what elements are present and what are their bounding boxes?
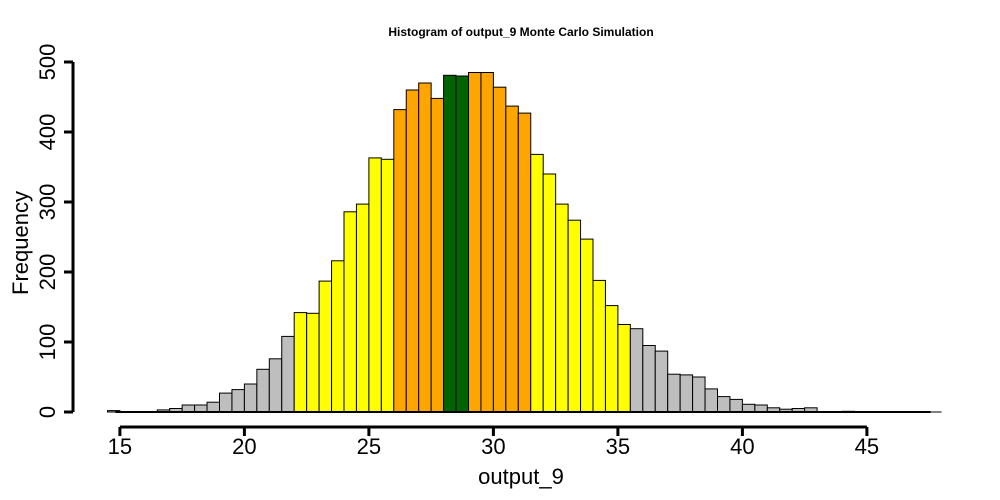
histogram-bar bbox=[729, 398, 743, 413]
y-tick-label: 200 bbox=[35, 254, 60, 291]
histogram-bar bbox=[268, 358, 283, 413]
x-tick-label: 30 bbox=[481, 434, 505, 459]
histogram-bar bbox=[617, 324, 631, 413]
x-axis: 15 20 25 30 35 40 45 bbox=[108, 411, 931, 459]
histogram-bar bbox=[692, 376, 706, 413]
histogram-bar bbox=[194, 404, 208, 413]
y-tick-label: 100 bbox=[35, 324, 60, 361]
histogram-bar bbox=[331, 260, 345, 413]
histogram-bar bbox=[455, 75, 469, 413]
histogram-bar bbox=[430, 97, 445, 413]
x-tick-label: 35 bbox=[606, 434, 630, 459]
histogram-bar bbox=[393, 109, 407, 413]
histogram-bar bbox=[717, 396, 731, 413]
histogram-bar bbox=[667, 373, 681, 413]
histogram-bar bbox=[206, 401, 221, 413]
histogram-bar bbox=[318, 280, 333, 413]
histogram-bar bbox=[530, 153, 544, 413]
x-tick-label: 25 bbox=[357, 434, 381, 459]
histogram-bar bbox=[592, 279, 606, 413]
histogram-bar bbox=[380, 158, 395, 413]
histogram-bar bbox=[306, 312, 320, 413]
histogram-bar bbox=[505, 105, 519, 413]
histogram-bar bbox=[256, 368, 270, 413]
histogram-bar bbox=[629, 328, 644, 413]
x-tick-label: 15 bbox=[108, 434, 132, 459]
y-axis-label: Frequency bbox=[8, 191, 33, 295]
histogram-bar bbox=[555, 203, 569, 413]
x-tick-label: 45 bbox=[855, 434, 879, 459]
x-tick-label: 40 bbox=[730, 434, 754, 459]
histogram-bar bbox=[679, 374, 694, 413]
histogram-bar bbox=[405, 89, 420, 413]
chart-title: Histogram of output_9 Monte Carlo Simula… bbox=[388, 25, 653, 39]
y-tick-label: 300 bbox=[35, 184, 60, 221]
histogram-bar bbox=[580, 238, 594, 413]
histogram-bar bbox=[542, 173, 557, 413]
histogram-bar bbox=[418, 82, 432, 413]
histogram-bar bbox=[492, 86, 507, 413]
histogram-bar bbox=[343, 211, 357, 413]
y-tick-label: 500 bbox=[35, 44, 60, 81]
histogram-bar bbox=[517, 112, 532, 413]
histogram-bar bbox=[355, 203, 370, 413]
y-tick-label: 0 bbox=[35, 406, 60, 418]
x-tick-label: 20 bbox=[232, 434, 256, 459]
histogram-bar bbox=[604, 305, 619, 413]
histogram-bar bbox=[704, 388, 718, 413]
y-axis: 0 100 200 300 400 500 bbox=[35, 44, 75, 418]
histogram-bar bbox=[231, 389, 245, 413]
histogram-bar bbox=[480, 72, 494, 413]
histogram-bar bbox=[567, 219, 582, 413]
histogram-bar bbox=[293, 312, 308, 413]
histogram-bar bbox=[219, 392, 233, 413]
histogram-bar bbox=[181, 404, 196, 413]
histogram-bar bbox=[281, 335, 295, 413]
histogram-bar bbox=[468, 72, 482, 413]
histogram-bar bbox=[243, 383, 258, 413]
y-tick-label: 400 bbox=[35, 114, 60, 151]
histogram-bar bbox=[654, 350, 669, 413]
histogram-bar bbox=[368, 157, 382, 413]
x-axis-label: output_9 bbox=[478, 464, 564, 489]
histogram-bar bbox=[754, 404, 768, 413]
histogram-bars bbox=[106, 72, 942, 413]
histogram-bar bbox=[741, 403, 756, 413]
histogram-bar bbox=[642, 345, 656, 413]
histogram-bar bbox=[443, 74, 457, 413]
